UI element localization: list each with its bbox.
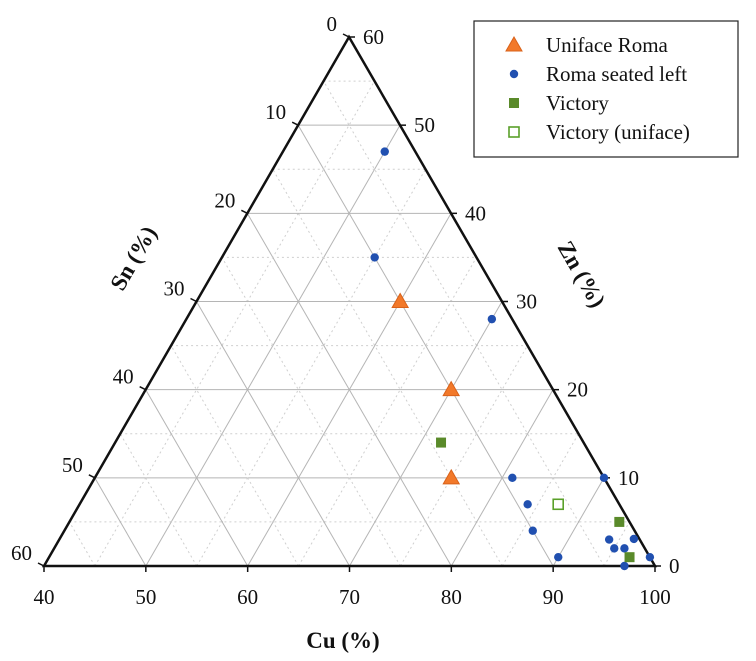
data-point-square — [624, 552, 635, 563]
legend-marker-triangle — [505, 35, 523, 52]
sn-axis-title: Sn (%) — [105, 222, 161, 295]
data-point-circle — [523, 500, 532, 509]
data-point-square — [614, 516, 625, 527]
legend: Uniface Roma Roma seated left Victory Victo… — [473, 20, 739, 158]
tick-labels: 40 50 60 70 80 90 100 0 10 20 30 40 50 60 0 10 20 30 40 50 6… — [11, 12, 680, 609]
data-point-square — [436, 437, 447, 448]
zn-tick-label: 40 — [465, 201, 486, 225]
grid-line-cu — [349, 301, 503, 567]
sn-tick-mark — [240, 209, 248, 215]
zn-tick-label: 50 — [414, 113, 435, 137]
grid-line-sn — [94, 477, 147, 567]
grid-line-cu — [298, 257, 477, 567]
data-point-triangle — [391, 292, 410, 308]
cu-tick-label: 80 — [441, 585, 462, 609]
data-point-circle — [645, 552, 655, 562]
grid-line-sn — [68, 521, 96, 567]
sn-tick-label: 30 — [164, 277, 185, 301]
grid-line-sn — [221, 257, 401, 567]
data-point-circle — [620, 561, 629, 571]
zn-tick-label: 10 — [618, 466, 639, 490]
grid-line-cu — [247, 213, 452, 567]
sn-tick-mark — [342, 33, 350, 38]
cu-tick-label: 60 — [237, 585, 258, 609]
data-point-circle — [604, 535, 614, 544]
sn-tick-mark — [37, 562, 45, 567]
cu-tick-label: 50 — [135, 585, 156, 609]
legend-marker-square — [509, 98, 519, 108]
grid-line-sn — [297, 124, 554, 567]
legend-marker-circle — [509, 69, 519, 79]
data-point-circle — [610, 544, 619, 553]
grid-line-cu — [399, 345, 528, 567]
data-points — [370, 147, 655, 571]
grid-line-sn — [170, 345, 300, 567]
cu-tick-label: 90 — [543, 585, 564, 609]
grid-line-sn — [323, 80, 605, 567]
grid-line-sn — [145, 389, 249, 567]
zn-tick-label: 60 — [363, 25, 384, 49]
grid-line-sn — [196, 301, 350, 567]
grid-line-cu — [501, 433, 579, 567]
grid-line-sn — [119, 433, 198, 567]
data-point-circle — [599, 473, 609, 483]
grid-line-cu — [94, 80, 375, 567]
grid-line-cu — [450, 389, 554, 567]
sn-tick-label: 40 — [113, 365, 134, 389]
legend-label: Uniface Roma — [546, 33, 669, 57]
legend-label: Victory — [546, 91, 609, 115]
zn-axis-title: Zn (%) — [553, 237, 611, 312]
zn-tick-label: 20 — [567, 378, 588, 402]
cu-tick-label: 70 — [339, 585, 360, 609]
data-point-circle — [508, 473, 517, 483]
zn-tick-label: 0 — [669, 554, 680, 578]
grid-line-cu — [552, 477, 605, 567]
legend-label: Roma seated left — [546, 62, 687, 86]
legend-marker-square-open — [508, 126, 520, 138]
data-point-circle — [487, 314, 497, 324]
data-point-circle — [370, 253, 379, 262]
cu-tick-label: 40 — [34, 585, 55, 609]
grid-line-cu — [603, 521, 630, 567]
sn-tick-label: 20 — [214, 188, 235, 212]
grid-line-sn — [272, 168, 503, 567]
grid-line-cu — [196, 169, 426, 567]
sn-tick-mark — [291, 121, 299, 126]
data-point-circle — [380, 147, 389, 156]
sn-tick-mark — [190, 297, 197, 303]
zn-tick-label: 30 — [516, 290, 537, 314]
data-point-circle — [554, 552, 563, 562]
sn-tick-label: 0 — [327, 12, 338, 36]
data-point-triangle — [442, 380, 461, 397]
sn-tick-label: 60 — [11, 541, 32, 565]
data-point-circle — [528, 526, 537, 535]
sn-tick-label: 10 — [265, 100, 286, 124]
sn-tick-mark — [88, 474, 96, 479]
grid-layer — [68, 80, 630, 567]
data-point-triangle — [442, 468, 461, 485]
data-point-circle — [629, 534, 639, 544]
cu-tick-label: 100 — [639, 585, 671, 609]
data-point-circle — [620, 544, 629, 553]
legend-label: Victory (uniface) — [546, 120, 690, 144]
cu-axis-title: Cu (%) — [306, 628, 379, 653]
sn-tick-label: 50 — [62, 453, 83, 477]
sn-tick-mark — [139, 385, 147, 391]
data-point-square-open — [552, 498, 565, 511]
